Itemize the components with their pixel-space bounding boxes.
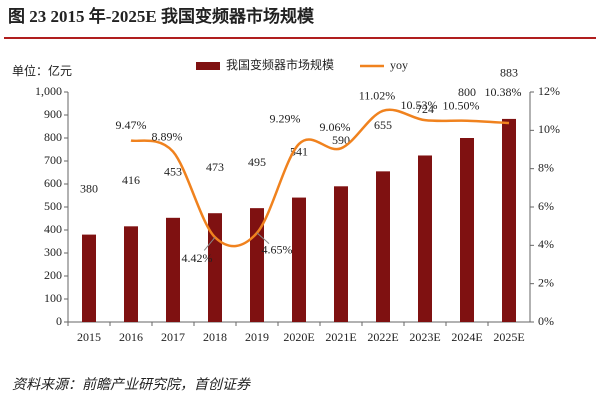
line-label: 4.65% — [262, 243, 293, 257]
x-tick-label: 2023E — [409, 330, 440, 344]
bar-label: 655 — [374, 118, 392, 132]
x-tick-label: 2025E — [493, 330, 524, 344]
bar — [502, 118, 516, 322]
source: 资料来源：前瞻产业研究院，首创证券 — [12, 377, 251, 393]
y2-tick-label: 12% — [538, 84, 560, 98]
x-tick-label: 2017 — [161, 330, 185, 344]
x-tick-label: 2018 — [203, 330, 227, 344]
line — [130, 108, 510, 248]
x-tick-label: 2015 — [77, 330, 101, 344]
y2-tick-label: 10% — [538, 122, 560, 136]
line-label: 9.47% — [116, 118, 147, 132]
bar — [418, 155, 432, 322]
chart-title: 图 23 2015 年-2025E 我国变频器市场规模 — [8, 6, 315, 26]
bar-label: 724 — [416, 102, 434, 116]
x-tick-label: 2020E — [283, 330, 314, 344]
y2-tick-label: 2% — [538, 275, 554, 289]
legend-label: 我国变频器市场规模 — [226, 57, 334, 72]
y-tick-label: 800 — [44, 130, 62, 144]
bar-label: 380 — [80, 181, 98, 195]
y-tick-label: 100 — [44, 291, 62, 305]
bar-label: 495 — [248, 155, 266, 169]
bar — [376, 171, 390, 322]
x-tick-label: 2016 — [119, 330, 143, 344]
y-tick-label: 200 — [44, 268, 62, 282]
y2-tick-label: 0% — [538, 314, 554, 328]
legend-swatch — [196, 62, 220, 70]
y-tick-label: 400 — [44, 222, 62, 236]
bar — [124, 226, 138, 322]
line-label: 9.29% — [270, 112, 301, 126]
x-tick-label: 2021E — [325, 330, 356, 344]
line-label: 11.02% — [359, 89, 396, 103]
unit-label: 单位：亿元 — [12, 63, 72, 78]
bar-label: 453 — [164, 165, 182, 179]
bar-label: 883 — [500, 66, 518, 80]
leader — [256, 232, 270, 245]
y-tick-label: 0 — [56, 314, 62, 328]
leader — [203, 236, 216, 251]
y-tick-label: 300 — [44, 245, 62, 259]
bar-label: 416 — [122, 173, 140, 187]
y2-tick-label: 6% — [538, 199, 554, 213]
line-label: 10.38% — [485, 85, 522, 99]
bar-label: 590 — [332, 133, 350, 147]
y-tick-label: 600 — [44, 176, 62, 190]
x-tick-label: 2022E — [367, 330, 398, 344]
y2-tick-label: 4% — [538, 237, 554, 251]
y-tick-label: 900 — [44, 107, 62, 121]
line-label: 9.06% — [320, 120, 351, 134]
bar-label: 800 — [458, 85, 476, 99]
x-tick-label: 2019 — [245, 330, 269, 344]
bar — [82, 234, 96, 322]
line-label: 4.42% — [182, 251, 213, 265]
y2-tick-label: 8% — [538, 160, 554, 174]
bar — [460, 138, 474, 322]
legend-label: yoy — [390, 58, 408, 72]
bar — [166, 217, 180, 322]
y-tick-label: 1,000 — [35, 84, 62, 98]
line-label: 10.53% — [401, 98, 438, 112]
y-tick-label: 500 — [44, 199, 62, 213]
y-tick-label: 700 — [44, 153, 62, 167]
bar-label: 473 — [206, 160, 224, 174]
bar — [334, 186, 348, 322]
line-label: 10.50% — [443, 99, 480, 113]
line-label: 8.89% — [152, 129, 183, 143]
x-tick-label: 2024E — [451, 330, 482, 344]
bar — [292, 197, 306, 322]
